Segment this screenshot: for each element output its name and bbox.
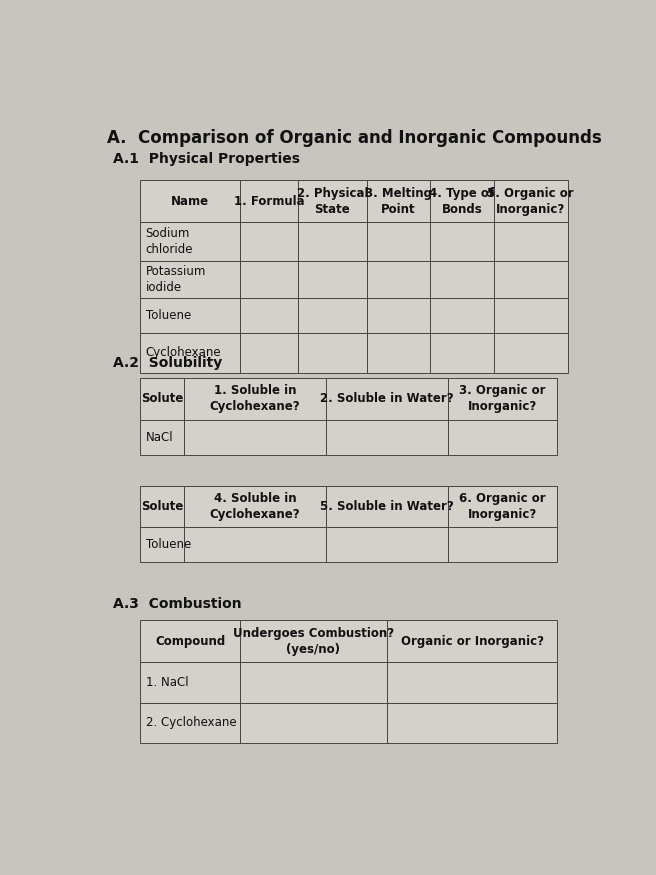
Bar: [239, 332, 298, 373]
Text: 5. Organic or
Inorganic?: 5. Organic or Inorganic?: [487, 187, 574, 216]
Bar: [448, 486, 558, 528]
Bar: [140, 180, 239, 222]
Text: Solute: Solute: [141, 392, 183, 405]
Text: 2. Cyclohexane: 2. Cyclohexane: [146, 717, 236, 730]
Text: 1. Formula: 1. Formula: [234, 195, 304, 208]
Bar: [239, 620, 387, 662]
Bar: [140, 262, 239, 298]
Bar: [184, 528, 326, 563]
Bar: [430, 332, 494, 373]
Bar: [140, 486, 184, 528]
Bar: [326, 378, 448, 420]
Bar: [494, 180, 567, 222]
Bar: [367, 222, 430, 262]
Bar: [430, 222, 494, 262]
Bar: [326, 420, 448, 455]
Bar: [239, 662, 387, 703]
Text: 2. Physical
State: 2. Physical State: [297, 187, 368, 216]
Bar: [140, 528, 184, 563]
Text: 1. Soluble in
Cyclohexane?: 1. Soluble in Cyclohexane?: [209, 384, 300, 413]
Bar: [184, 378, 326, 420]
Bar: [326, 528, 448, 563]
Bar: [239, 703, 387, 743]
Bar: [387, 662, 558, 703]
Bar: [494, 262, 567, 298]
Bar: [140, 222, 239, 262]
Text: 4. Soluble in
Cyclohexane?: 4. Soluble in Cyclohexane?: [209, 492, 300, 521]
Text: 3. Melting
Point: 3. Melting Point: [365, 187, 432, 216]
Text: 4. Type of
Bonds: 4. Type of Bonds: [430, 187, 495, 216]
Bar: [298, 298, 367, 332]
Text: A.3  Combustion: A.3 Combustion: [113, 597, 241, 611]
Text: Organic or Inorganic?: Organic or Inorganic?: [401, 634, 544, 648]
Text: Toluene: Toluene: [146, 538, 191, 551]
Bar: [184, 420, 326, 455]
Text: 6. Organic or
Inorganic?: 6. Organic or Inorganic?: [459, 492, 546, 521]
Text: Potassium
iodide: Potassium iodide: [146, 265, 206, 294]
Bar: [367, 262, 430, 298]
Bar: [140, 332, 239, 373]
Bar: [367, 298, 430, 332]
Bar: [140, 662, 239, 703]
Bar: [239, 180, 298, 222]
Text: A.1  Physical Properties: A.1 Physical Properties: [113, 152, 300, 166]
Text: Name: Name: [171, 195, 209, 208]
Text: A.2  Solubility: A.2 Solubility: [113, 355, 222, 369]
Bar: [140, 420, 184, 455]
Text: Sodium
chloride: Sodium chloride: [146, 228, 193, 256]
Bar: [140, 298, 239, 332]
Bar: [448, 528, 558, 563]
Bar: [430, 262, 494, 298]
Bar: [184, 486, 326, 528]
Bar: [430, 180, 494, 222]
Bar: [140, 378, 184, 420]
Text: 3. Organic or
Inorganic?: 3. Organic or Inorganic?: [459, 384, 546, 413]
Bar: [239, 262, 298, 298]
Text: NaCl: NaCl: [146, 430, 173, 444]
Text: 1. NaCl: 1. NaCl: [146, 676, 188, 689]
Text: Solute: Solute: [141, 500, 183, 513]
Bar: [326, 486, 448, 528]
Bar: [140, 620, 239, 662]
Bar: [298, 262, 367, 298]
Text: Cyclohexane: Cyclohexane: [146, 346, 221, 360]
Text: 2. Soluble in Water?: 2. Soluble in Water?: [320, 392, 454, 405]
Bar: [387, 620, 558, 662]
Bar: [494, 222, 567, 262]
Text: 5. Soluble in Water?: 5. Soluble in Water?: [320, 500, 454, 513]
Bar: [298, 222, 367, 262]
Bar: [298, 180, 367, 222]
Bar: [387, 703, 558, 743]
Bar: [298, 332, 367, 373]
Text: Toluene: Toluene: [146, 309, 191, 322]
Bar: [494, 298, 567, 332]
Bar: [367, 332, 430, 373]
Bar: [448, 420, 558, 455]
Text: A.  Comparison of Organic and Inorganic Compounds: A. Comparison of Organic and Inorganic C…: [108, 129, 602, 147]
Bar: [239, 298, 298, 332]
Bar: [239, 222, 298, 262]
Text: Compound: Compound: [155, 634, 225, 648]
Bar: [140, 703, 239, 743]
Text: Undergoes Combustion?
(yes/no): Undergoes Combustion? (yes/no): [233, 626, 394, 655]
Bar: [448, 378, 558, 420]
Bar: [494, 332, 567, 373]
Bar: [367, 180, 430, 222]
Bar: [430, 298, 494, 332]
